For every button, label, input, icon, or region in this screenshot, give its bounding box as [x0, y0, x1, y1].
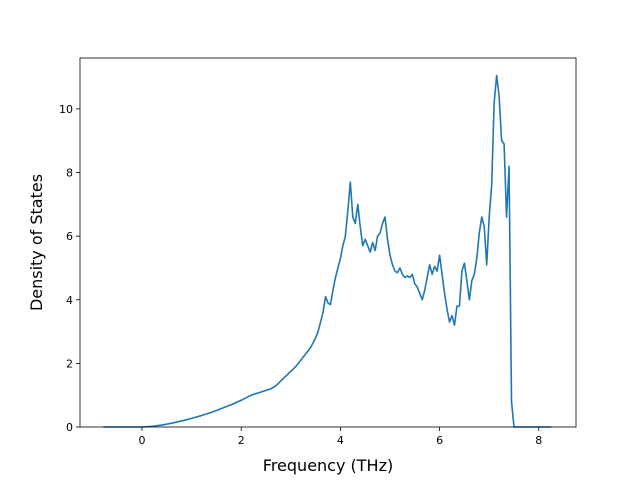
x-axis-label: Frequency (THz)	[263, 456, 393, 475]
y-axis-ticks: 0 2 4 6 8 10	[59, 103, 80, 434]
x-tick-label: 2	[238, 434, 245, 447]
x-axis-ticks: 0 2 4 6 8	[139, 427, 542, 447]
x-tick-label: 0	[139, 434, 146, 447]
y-tick-label: 8	[66, 167, 73, 180]
y-tick-label: 0	[66, 421, 73, 434]
series-line-0	[103, 74, 552, 428]
x-tick-label: 6	[436, 434, 443, 447]
y-tick-label: 6	[66, 230, 73, 243]
axes-frame	[79, 57, 577, 428]
x-tick-label: 4	[337, 434, 344, 447]
x-tick-label: 8	[535, 434, 542, 447]
y-axis-label: Density of States	[27, 174, 46, 311]
plot-content	[103, 74, 552, 428]
y-tick-label: 2	[66, 357, 73, 370]
y-tick-label: 10	[59, 103, 73, 116]
y-tick-label: 4	[66, 294, 73, 307]
